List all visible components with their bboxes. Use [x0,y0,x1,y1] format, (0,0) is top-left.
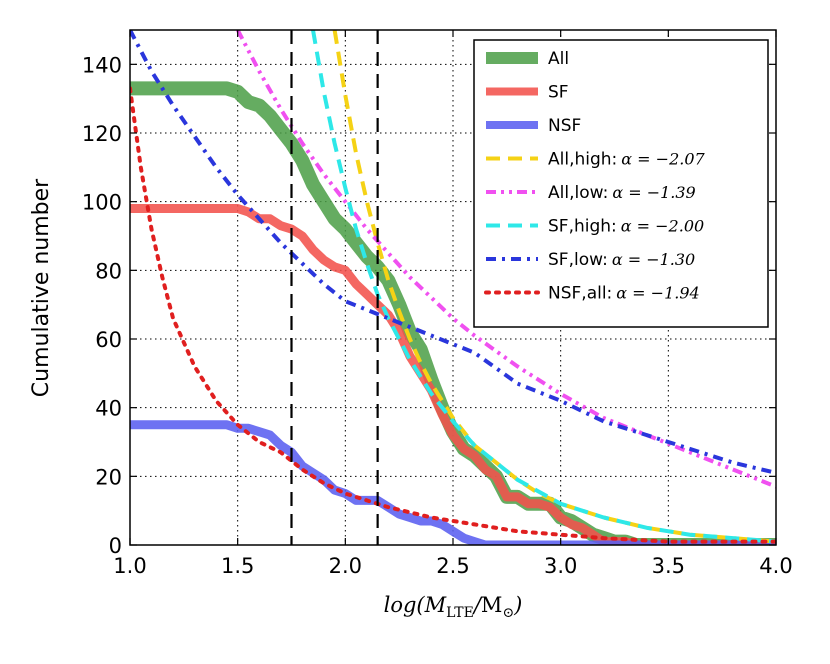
y-tick-label-1: 20 [95,465,122,489]
axis-ticks: 1.0 1.5 2.0 2.5 3.0 3.5 4.0 0 20 40 60 80 100 120 140 [82,30,793,578]
y-tick-label-5: 100 [82,191,122,215]
y-tick-label-7: 140 [82,53,122,77]
x-axis-label: log(MLTE/M⊙) [384,593,523,621]
legend-label-sf: SF [548,83,569,103]
series-nsf [130,420,776,545]
legend-label-nsf-all: NSF,all: α = −1.94 [548,284,700,304]
y-tick-label-3: 60 [95,328,122,352]
vertical-reference-lines [290,30,379,545]
x-tick-label-1: 1.5 [221,554,254,578]
x-tick-label-0: 1.0 [113,554,146,578]
y-tick-label-2: 40 [95,397,122,421]
legend-label-all: All [548,49,569,69]
y-tick-label-0: 0 [109,534,122,558]
legend-label-all-high: All,high: α = −2.07 [548,150,706,170]
legend-label-all-low: All,low: α = −1.39 [548,183,696,203]
x-tick-label-5: 3.5 [652,554,685,578]
series-sf-high [311,30,776,544]
x-tick-label-6: 4.0 [759,554,792,578]
y-axis-label: Cumulative number [29,178,54,397]
legend: All SF NSF All,high: α = −2.07 All,low: α = −1… [473,39,769,328]
legend-label-nsf: NSF [548,116,581,136]
legend-label-sf-high: SF,high: α = −2.00 [548,217,704,237]
series-nsf-all [130,86,776,544]
series-layer [130,30,776,545]
y-tick-label-6: 120 [82,122,122,146]
series-all-high [332,30,776,544]
x-tick-label-3: 2.5 [436,554,469,578]
y-tick-label-4: 80 [95,259,122,283]
x-tick-label-4: 3.0 [544,554,577,578]
legend-label-sf-low: SF,low: α = −1.30 [548,250,695,270]
x-tick-label-2: 2.0 [329,554,362,578]
